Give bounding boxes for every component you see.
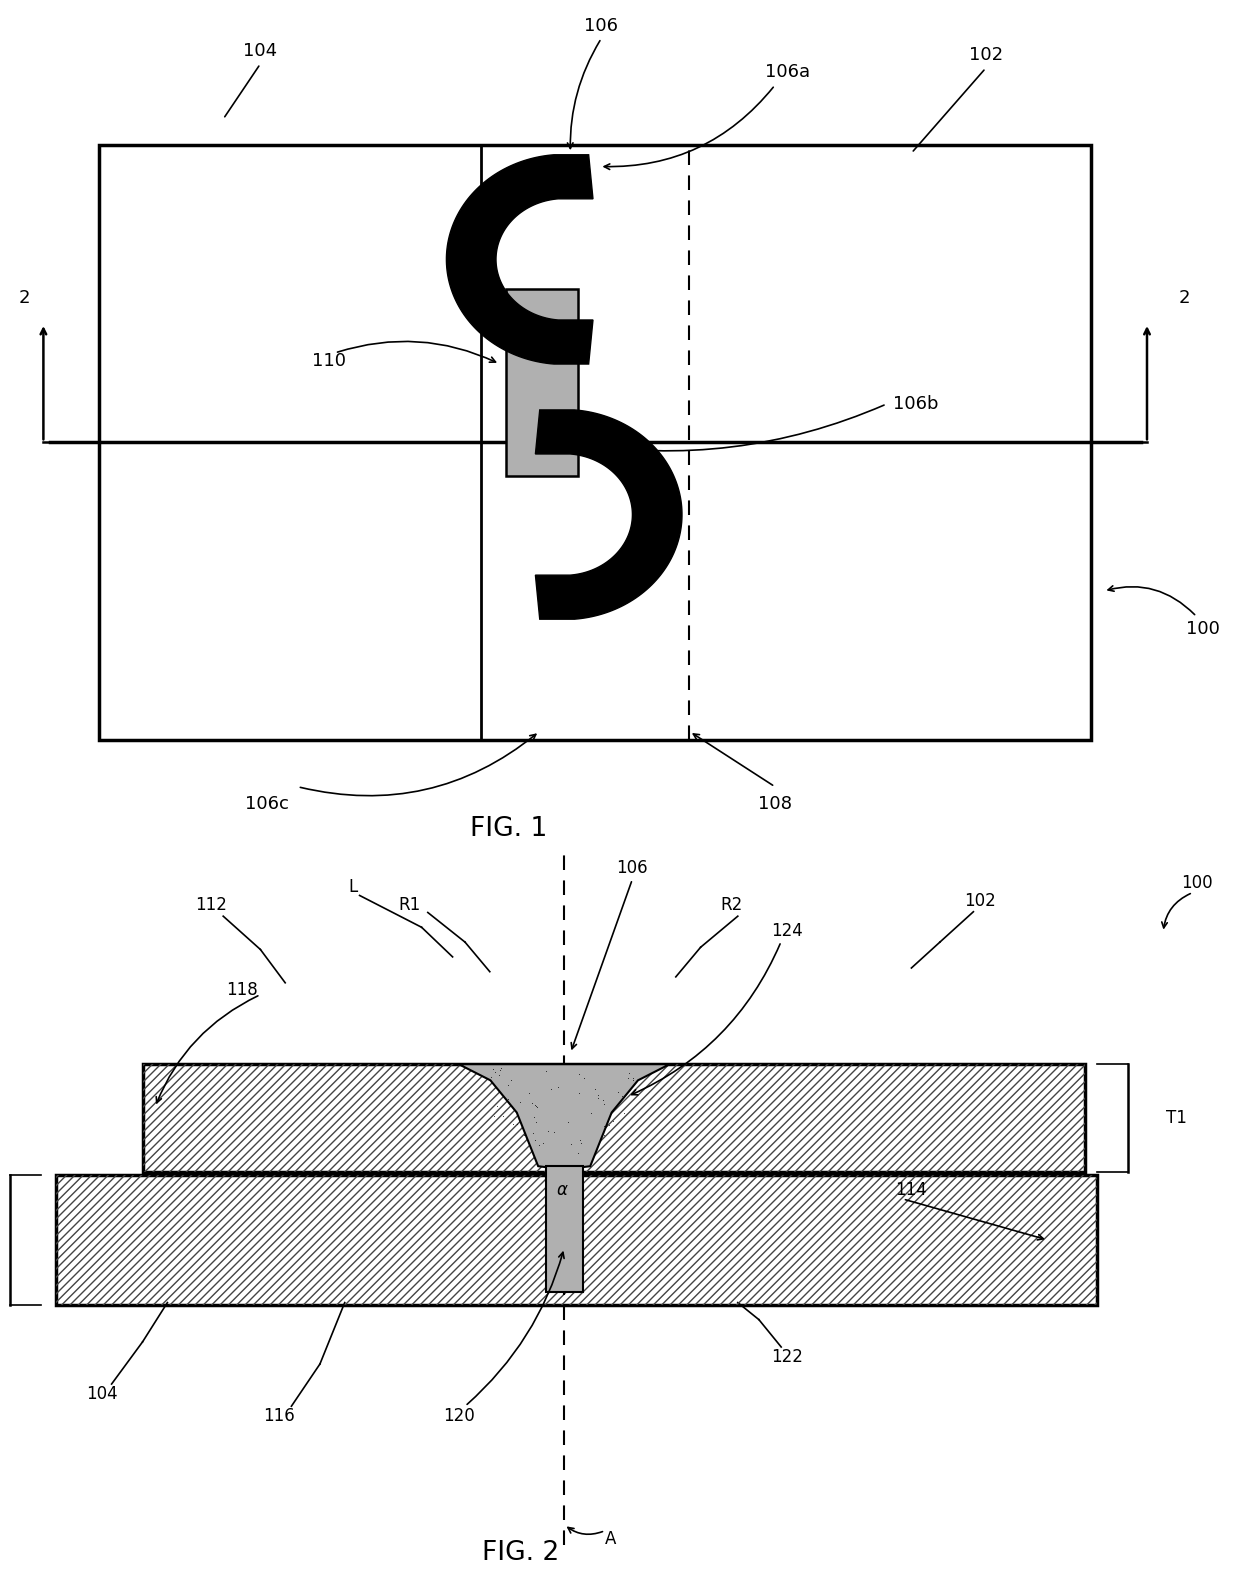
Bar: [99, 145, 1091, 740]
Text: 100: 100: [1180, 874, 1213, 891]
Text: 120: 120: [443, 1406, 475, 1425]
Polygon shape: [536, 410, 682, 619]
Bar: [506, 290, 578, 476]
Text: R1: R1: [398, 896, 420, 914]
Text: 124: 124: [771, 921, 804, 940]
Bar: [546, 1166, 583, 1292]
Text: 106b: 106b: [893, 395, 939, 413]
Text: 2: 2: [19, 288, 31, 307]
Text: FIG. 1: FIG. 1: [470, 816, 547, 843]
Text: 102: 102: [968, 46, 1003, 65]
Text: 118: 118: [226, 981, 258, 999]
Text: 100: 100: [1185, 621, 1220, 638]
Text: A: A: [604, 1531, 616, 1548]
Polygon shape: [446, 154, 593, 364]
Text: 114: 114: [895, 1181, 928, 1199]
Bar: [143, 1065, 1085, 1172]
Text: 106c: 106c: [244, 795, 289, 813]
Text: FIG. 2: FIG. 2: [482, 1540, 559, 1566]
Text: L: L: [348, 877, 358, 896]
Text: 122: 122: [771, 1348, 804, 1366]
Text: 112: 112: [195, 896, 227, 914]
Text: 106: 106: [616, 858, 649, 877]
Bar: [56, 1175, 1097, 1304]
Text: 104: 104: [86, 1384, 118, 1403]
Text: R2: R2: [720, 896, 743, 914]
Text: 106a: 106a: [765, 63, 810, 82]
Text: T1: T1: [1166, 1109, 1187, 1126]
Bar: [143, 1065, 1085, 1172]
Text: 108: 108: [758, 795, 792, 813]
Text: α: α: [557, 1181, 567, 1199]
Polygon shape: [459, 1065, 670, 1169]
Text: 104: 104: [243, 43, 278, 60]
Text: 116: 116: [263, 1406, 295, 1425]
Text: 2: 2: [1178, 288, 1190, 307]
Text: 102: 102: [963, 893, 996, 910]
Bar: [56, 1175, 1097, 1304]
Text: 110: 110: [311, 353, 346, 370]
Text: 106: 106: [584, 16, 619, 35]
